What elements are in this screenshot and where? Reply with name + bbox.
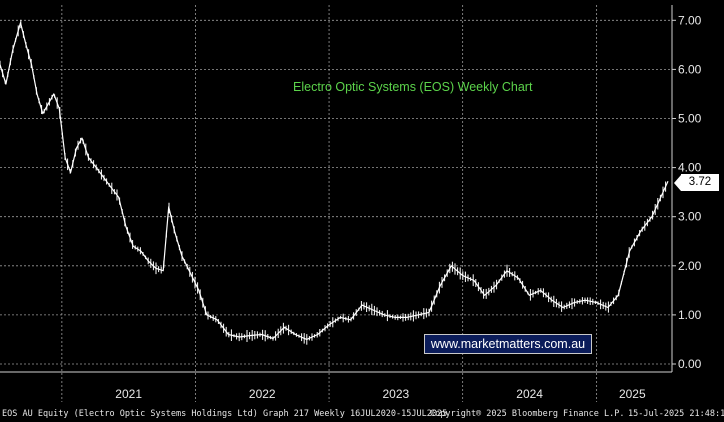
gridlines (0, 5, 673, 402)
footer-bar: EOS AU Equity (Electro Optic Systems Hol… (0, 407, 724, 422)
x-tick-label: 2021 (115, 387, 142, 401)
x-tick-label: 2023 (383, 387, 410, 401)
y-tick-label: 7.00 (678, 13, 702, 27)
x-axis-ticks: 2021 2022 2023 2024 2025 (115, 387, 646, 401)
footer-timestamp: 15-Jul-2025 21:48:13 (628, 409, 724, 419)
y-axis-ticks: 0.00 1.00 2.00 3.00 4.00 5.00 6.00 7.00 (672, 13, 702, 371)
y-tick-label: 6.00 (678, 62, 702, 76)
x-tick-label: 2022 (249, 387, 276, 401)
y-tick-label: 4.00 (678, 161, 702, 175)
y-tick-label: 5.00 (678, 112, 702, 126)
x-tick-label: 2025 (619, 387, 646, 401)
x-tick-label: 2024 (516, 387, 543, 401)
watermark-link[interactable]: www.marketmatters.com.au (424, 334, 592, 354)
last-price-pointer (674, 175, 681, 191)
footer-security-info: EOS AU Equity (Electro Optic Systems Hol… (2, 409, 448, 419)
y-tick-label: 1.00 (678, 308, 702, 322)
last-price-label: 3.72 (681, 174, 719, 191)
y-tick-label: 2.00 (678, 259, 702, 273)
price-series (0, 19, 669, 345)
chart-title: Electro Optic Systems (EOS) Weekly Chart (293, 80, 533, 94)
y-tick-label: 0.00 (678, 357, 702, 371)
footer-copyright: Copyright® 2025 Bloomberg Finance L.P. (430, 409, 625, 419)
price-line (0, 22, 669, 340)
y-tick-label: 3.00 (678, 210, 702, 224)
